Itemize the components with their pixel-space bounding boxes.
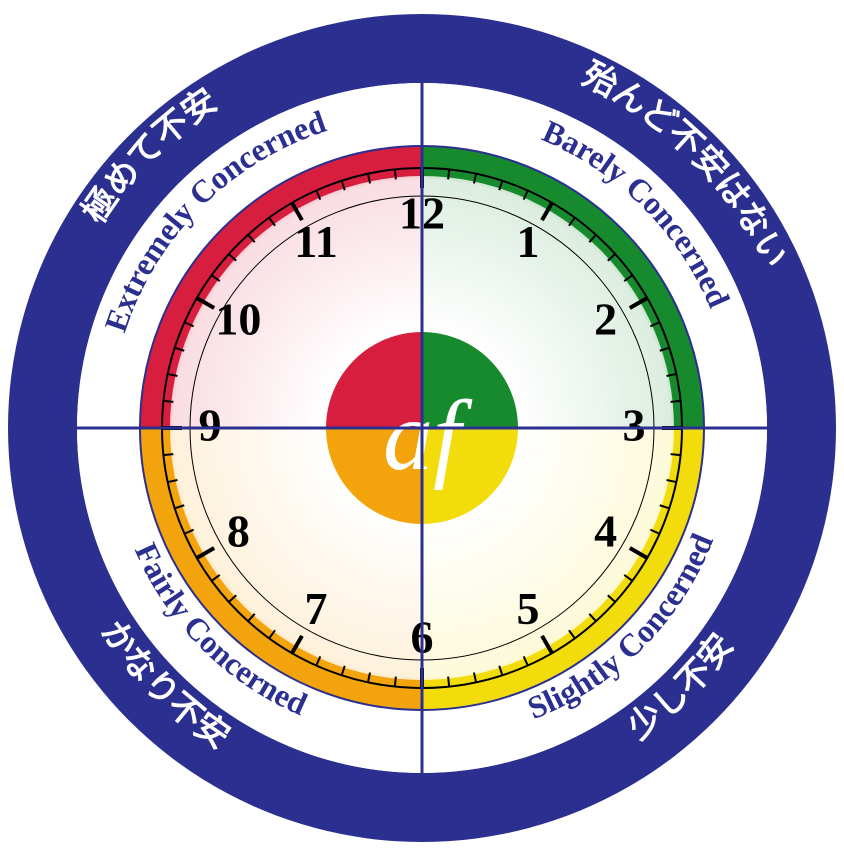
numeral-2: 2 (594, 294, 617, 345)
tick-minor (395, 169, 396, 179)
tick-minor (163, 454, 173, 455)
numeral-3: 3 (623, 400, 646, 451)
center-logo-text: af (383, 380, 473, 491)
tick-minor (163, 401, 173, 402)
numeral-11: 11 (294, 216, 337, 267)
numeral-7: 7 (305, 583, 328, 634)
numeral-4: 4 (594, 506, 617, 557)
concern-dial: af121234567891011殆んど不安はないBarely Concerne… (0, 0, 844, 856)
numeral-9: 9 (199, 400, 222, 451)
tick-minor (448, 169, 449, 179)
tick-minor (671, 454, 681, 455)
tick-minor (448, 677, 449, 687)
numeral-10: 10 (215, 294, 261, 345)
tick-minor (395, 677, 396, 687)
numeral-5: 5 (517, 583, 540, 634)
tick-minor (671, 401, 681, 402)
numeral-1: 1 (517, 216, 540, 267)
numeral-8: 8 (227, 506, 250, 557)
